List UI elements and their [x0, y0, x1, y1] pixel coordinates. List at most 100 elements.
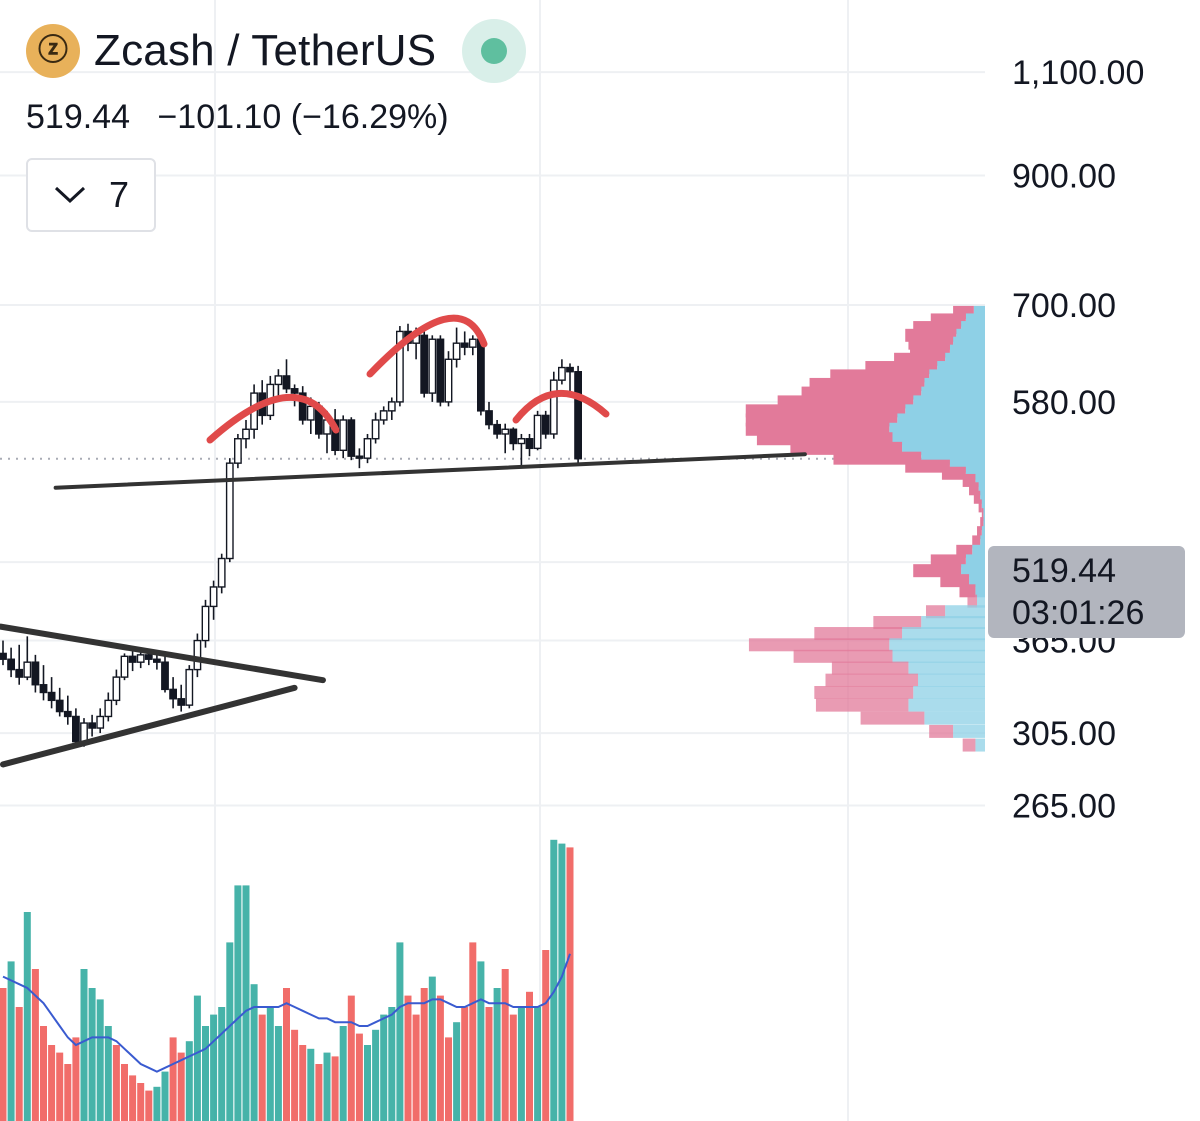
candle-body: [217, 557, 226, 588]
symbol-title[interactable]: Zcash / TetherUS: [94, 26, 437, 75]
candle-body: [282, 375, 291, 390]
profile-bar-up: [889, 638, 985, 652]
volume-bar: [412, 1014, 420, 1121]
volume-ma-line: [2, 953, 571, 1073]
candle-body: [161, 661, 169, 691]
candle-body: [136, 654, 145, 663]
profile-bar-down: [980, 517, 984, 531]
profile-bar-down: [814, 685, 914, 699]
volume-bar: [31, 969, 39, 1121]
profile-bar-up: [945, 605, 985, 619]
candle-body: [347, 419, 356, 457]
candle-body: [209, 586, 218, 608]
candle-body: [225, 462, 234, 560]
volume-bar: [80, 969, 88, 1121]
drawings: [0, 314, 807, 768]
candle-body: [177, 698, 186, 706]
candle-body: [541, 414, 550, 435]
volume-bar: [372, 1029, 380, 1121]
volume-bar: [509, 1014, 517, 1121]
profile-bar-down: [793, 649, 893, 663]
zcash-coin-icon: ⓩ: [26, 24, 80, 78]
volume-bar: [15, 1007, 23, 1121]
profile-bar-up: [975, 584, 985, 598]
volume-bar: [315, 1064, 323, 1121]
candle-body: [55, 699, 64, 713]
profile-bar-up: [969, 574, 985, 588]
triangle-upper-trendline: [0, 623, 326, 684]
candle-body: [242, 428, 250, 440]
current-price-tag: 519.44 03:01:26: [988, 546, 1185, 638]
volume-bar: [542, 950, 550, 1121]
profile-bar-up: [983, 508, 985, 522]
price-axis-label: 305.00: [1012, 715, 1116, 753]
volume-bar: [0, 988, 7, 1121]
profile-bar-down: [814, 627, 903, 641]
volume-bar: [274, 1026, 282, 1121]
candle-body: [193, 639, 202, 671]
neckline-trendline: [53, 452, 807, 490]
profile-bar-up: [924, 711, 985, 725]
candle-body: [96, 715, 105, 729]
profile-bar-down: [748, 638, 890, 652]
candle-body: [468, 338, 477, 348]
volume-bar: [323, 1052, 331, 1121]
volume-bar: [169, 1037, 177, 1121]
volume-bar: [112, 1045, 120, 1121]
right-shoulder-arc: [512, 389, 610, 424]
volume-bar: [145, 1090, 153, 1121]
profile-bar-down: [978, 499, 982, 513]
profile-bar-down: [790, 441, 903, 455]
volume-bar: [7, 961, 15, 1121]
volume-bar: [153, 1086, 161, 1121]
volume-bar: [56, 1052, 64, 1121]
volume-bar: [40, 1026, 47, 1121]
volume-bar: [161, 1071, 169, 1121]
price-axis[interactable]: 1,100.00900.00700.00580.00425.00365.0030…: [1012, 54, 1144, 825]
volume-bar: [64, 1064, 72, 1121]
candle-body: [306, 405, 315, 421]
profile-bar-up: [980, 535, 985, 549]
volume-bar: [461, 1007, 469, 1121]
profile-bar-down: [969, 482, 979, 496]
price-axis-label: 1,100.00: [1012, 54, 1144, 92]
candle-body: [549, 379, 558, 435]
last-price: 519.44: [26, 98, 130, 136]
volume-bar: [266, 1007, 274, 1121]
volume-bar: [129, 1075, 137, 1121]
candle-body: [152, 658, 161, 663]
volume-bar: [347, 995, 355, 1121]
volume-bar: [453, 1022, 461, 1121]
volume-bar: [388, 1007, 396, 1121]
volume-bar: [121, 1064, 128, 1121]
candle-body: [452, 342, 461, 360]
candle-body: [7, 658, 16, 671]
candle-body: [558, 366, 566, 381]
profile-bar-down: [913, 564, 962, 578]
profile-bar-down: [825, 673, 919, 687]
candle-body: [112, 676, 121, 702]
indicators-toggle-button[interactable]: 7: [26, 158, 156, 232]
price-tag-countdown: 03:01:26: [1012, 594, 1145, 632]
candle-body: [185, 668, 194, 706]
profile-bar-down: [925, 605, 946, 619]
profile-bar-down: [967, 594, 978, 608]
volume-bar: [428, 976, 436, 1121]
profile-bar-down: [929, 724, 954, 738]
candle-body: [525, 438, 534, 450]
grid-lines: [0, 0, 985, 1121]
indicators-count: 7: [108, 174, 130, 215]
price-change: −101.10 (−16.29%): [157, 98, 449, 136]
profile-bar-down: [977, 526, 982, 540]
volume-bar: [355, 1033, 363, 1121]
price-axis-label: 580.00: [1012, 384, 1116, 422]
candle-body: [80, 722, 88, 743]
candle-body: [477, 338, 485, 412]
volume-bar: [436, 995, 444, 1121]
candle-body: [47, 691, 56, 702]
volume-bar: [364, 1045, 371, 1121]
profile-bar-down: [962, 738, 976, 752]
volume-bar: [566, 847, 574, 1121]
candle-body: [509, 428, 518, 445]
